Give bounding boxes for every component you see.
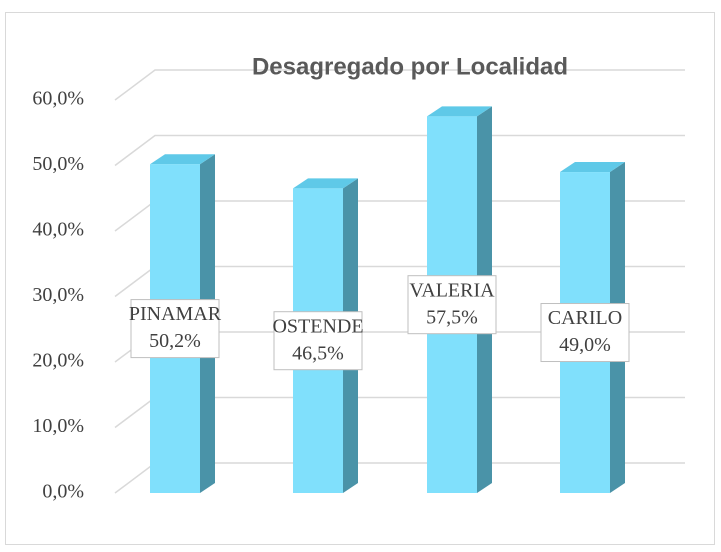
grid-line xyxy=(114,134,685,167)
bar-top xyxy=(293,178,358,189)
chart-title: Desagregado por Localidad xyxy=(252,53,568,80)
bar-top xyxy=(427,106,492,117)
data-label: 49,0% xyxy=(559,334,611,356)
y-tick-label: 50,0% xyxy=(32,153,84,175)
data-label: 50,2% xyxy=(149,330,201,352)
y-tick-label: 10,0% xyxy=(32,415,84,437)
data-label: 46,5% xyxy=(292,342,344,364)
data-label-box xyxy=(273,311,363,371)
bar-top xyxy=(150,154,215,165)
y-tick-label: 30,0% xyxy=(32,284,84,306)
data-label: 57,5% xyxy=(426,306,478,328)
bar-top xyxy=(560,162,625,173)
data-label-box xyxy=(540,303,630,363)
category-label: VALERIA xyxy=(409,279,495,301)
y-tick-label: 20,0% xyxy=(32,350,84,372)
category-label: PINAMAR xyxy=(129,303,222,325)
y-tick-label: 0,0% xyxy=(42,481,84,503)
y-tick-label: 40,0% xyxy=(32,219,84,241)
category-label: CARILO xyxy=(548,307,622,329)
y-tick-label: 60,0% xyxy=(32,88,84,110)
grid-line xyxy=(114,69,685,101)
data-label-box xyxy=(407,275,497,335)
data-label-box xyxy=(130,299,220,359)
category-label: OSTENDE xyxy=(272,315,363,337)
